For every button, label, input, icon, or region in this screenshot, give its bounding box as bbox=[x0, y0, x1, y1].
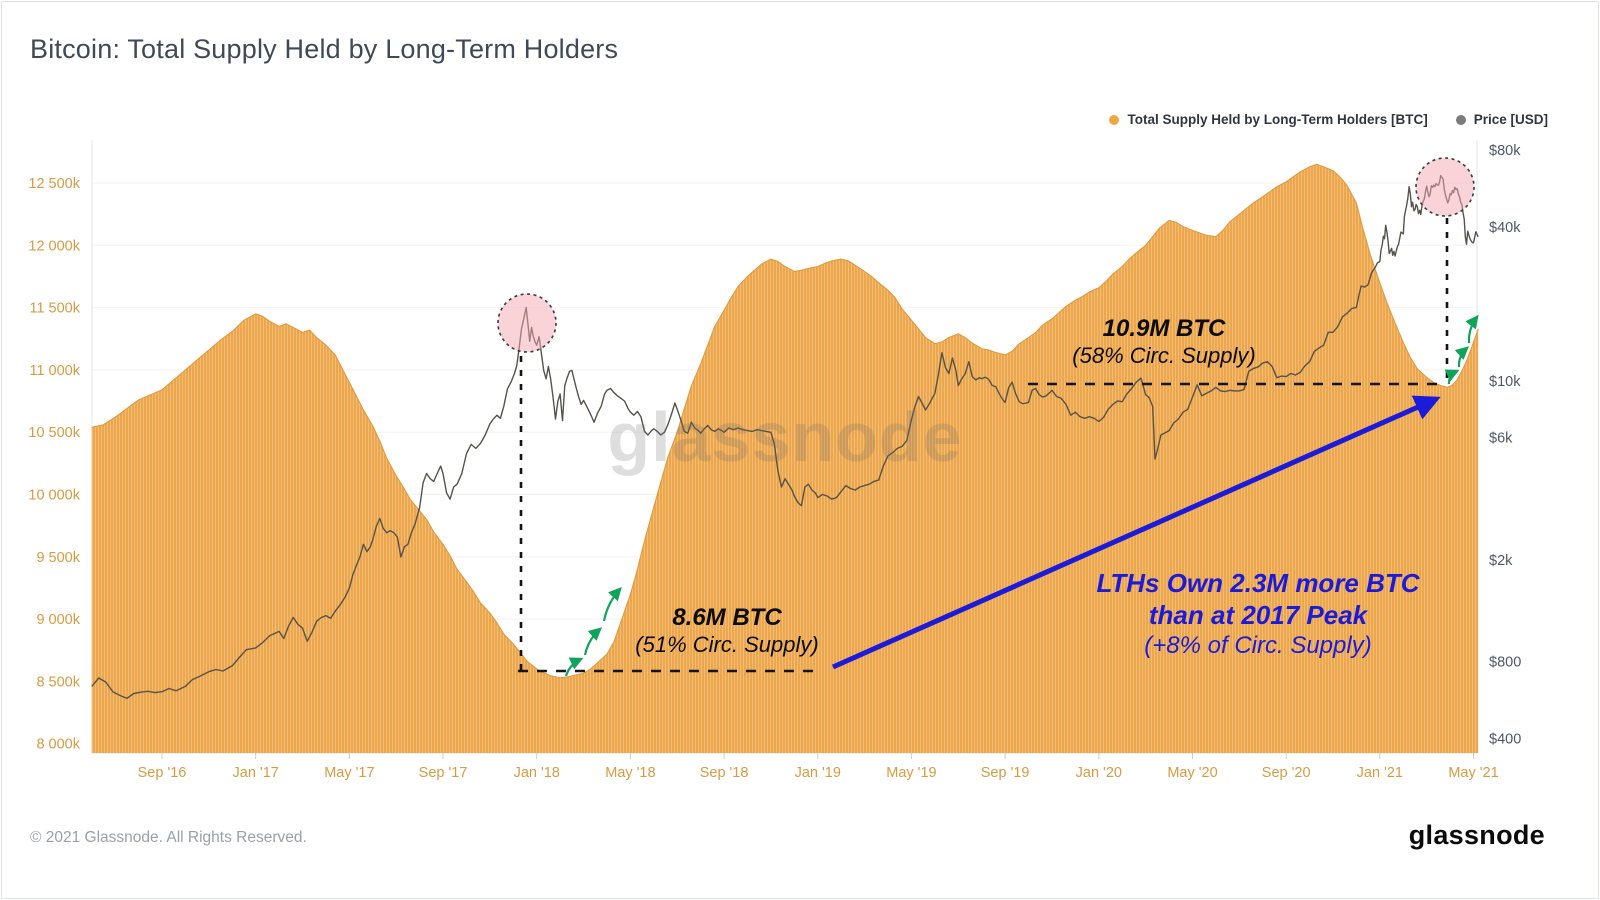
ann-lth-line1: LTHs Own 2.3M more BTC bbox=[1096, 568, 1420, 598]
blue-arrow bbox=[831, 395, 1441, 670]
svg-text:11 000k: 11 000k bbox=[29, 363, 80, 379]
svg-text:$800: $800 bbox=[1489, 655, 1521, 671]
svg-text:$40k: $40k bbox=[1489, 220, 1521, 236]
svg-text:Jan '21: Jan '21 bbox=[1357, 765, 1403, 781]
glassnode-logo: glassnode bbox=[1408, 820, 1545, 850]
svg-text:10 500k: 10 500k bbox=[28, 425, 80, 441]
svg-text:8 500k: 8 500k bbox=[36, 674, 80, 690]
supply-area-series bbox=[91, 163, 1479, 754]
legend-supply-label: Total Supply Held by Long-Term Holders [… bbox=[1127, 112, 1428, 127]
svg-text:May '19: May '19 bbox=[886, 765, 936, 781]
highlight-circles bbox=[497, 157, 1475, 353]
svg-text:Sep '19: Sep '19 bbox=[981, 765, 1030, 781]
svg-text:May '18: May '18 bbox=[605, 765, 655, 781]
svg-text:Jan '17: Jan '17 bbox=[233, 765, 279, 781]
legend-price-dot-icon bbox=[1455, 114, 1466, 125]
svg-text:9 000k: 9 000k bbox=[36, 612, 80, 628]
annotation-lth-note: LTHs Own 2.3M more BTC than at 2017 Peak(… bbox=[1096, 568, 1419, 661]
svg-text:9 500k: 9 500k bbox=[36, 550, 80, 566]
annotation-10-9m-btc: 10.9M BTC (58% Circ. Supply) bbox=[1072, 314, 1255, 370]
svg-text:$6k: $6k bbox=[1489, 431, 1513, 447]
legend-price-label: Price [USD] bbox=[1473, 112, 1548, 127]
svg-text:Jan '19: Jan '19 bbox=[795, 765, 841, 781]
ann-trough-line1: 8.6M BTC bbox=[672, 604, 782, 631]
svg-text:8 000k: 8 000k bbox=[36, 737, 80, 753]
svg-text:Sep '18: Sep '18 bbox=[700, 765, 749, 781]
ann-level-line1: 10.9M BTC bbox=[1102, 315, 1226, 342]
svg-text:$400: $400 bbox=[1489, 732, 1521, 748]
svg-text:May '17: May '17 bbox=[324, 765, 374, 781]
svg-text:Sep '17: Sep '17 bbox=[419, 765, 468, 781]
svg-text:$2k: $2k bbox=[1489, 553, 1513, 569]
annotation-8-6m-btc: 8.6M BTC (51% Circ. Supply) bbox=[635, 603, 818, 659]
svg-text:12 500k: 12 500k bbox=[28, 176, 80, 192]
svg-text:Sep '20: Sep '20 bbox=[1262, 765, 1311, 781]
svg-text:12 000k: 12 000k bbox=[28, 238, 80, 254]
svg-text:May '21: May '21 bbox=[1448, 765, 1498, 781]
footer-copyright: © 2021 Glassnode. All Rights Reserved. bbox=[30, 829, 307, 846]
x-axis-labels: Sep '16 Jan '17 May '17 Sep '17 Jan '18 May '… bbox=[138, 753, 1499, 781]
ann-lth-line3: (+8% of Circ. Supply) bbox=[1144, 632, 1372, 660]
chart-title: Bitcoin: Total Supply Held by Long-Term … bbox=[30, 34, 619, 64]
glassnode-watermark: glassnode bbox=[607, 398, 963, 476]
svg-text:Jan '20: Jan '20 bbox=[1076, 765, 1122, 781]
legend-supply-dot-icon bbox=[1109, 114, 1120, 125]
ann-lth-line2: than at 2017 Peak bbox=[1148, 599, 1368, 630]
ann-trough-line2: (51% Circ. Supply) bbox=[635, 632, 819, 658]
left-axis-labels: 12 500k 12 000k 11 500k 11 000k 10 500k 10 00… bbox=[28, 176, 80, 753]
svg-text:$10k: $10k bbox=[1489, 374, 1521, 390]
svg-text:May '20: May '20 bbox=[1167, 765, 1217, 781]
ann-level-line2: (58% Circ. Supply) bbox=[1072, 343, 1256, 369]
svg-text:$80k: $80k bbox=[1489, 143, 1521, 159]
legend-item-price[interactable]: Price [USD] bbox=[1455, 112, 1548, 127]
right-axis-labels: $80k $40k $10k $6k $2k $800 $400 bbox=[1489, 143, 1521, 748]
legend-item-supply[interactable]: Total Supply Held by Long-Term Holders [… bbox=[1109, 112, 1428, 127]
chart-legend: Total Supply Held by Long-Term Holders [… bbox=[1109, 112, 1548, 127]
green-trend-arrows bbox=[564, 314, 1479, 677]
svg-text:11 500k: 11 500k bbox=[29, 301, 80, 317]
price-line-series bbox=[91, 174, 1479, 699]
dashed-annotation-lines bbox=[518, 218, 1449, 673]
svg-text:10 000k: 10 000k bbox=[28, 488, 80, 504]
svg-text:Jan '18: Jan '18 bbox=[514, 765, 560, 781]
svg-text:Sep '16: Sep '16 bbox=[138, 765, 187, 781]
